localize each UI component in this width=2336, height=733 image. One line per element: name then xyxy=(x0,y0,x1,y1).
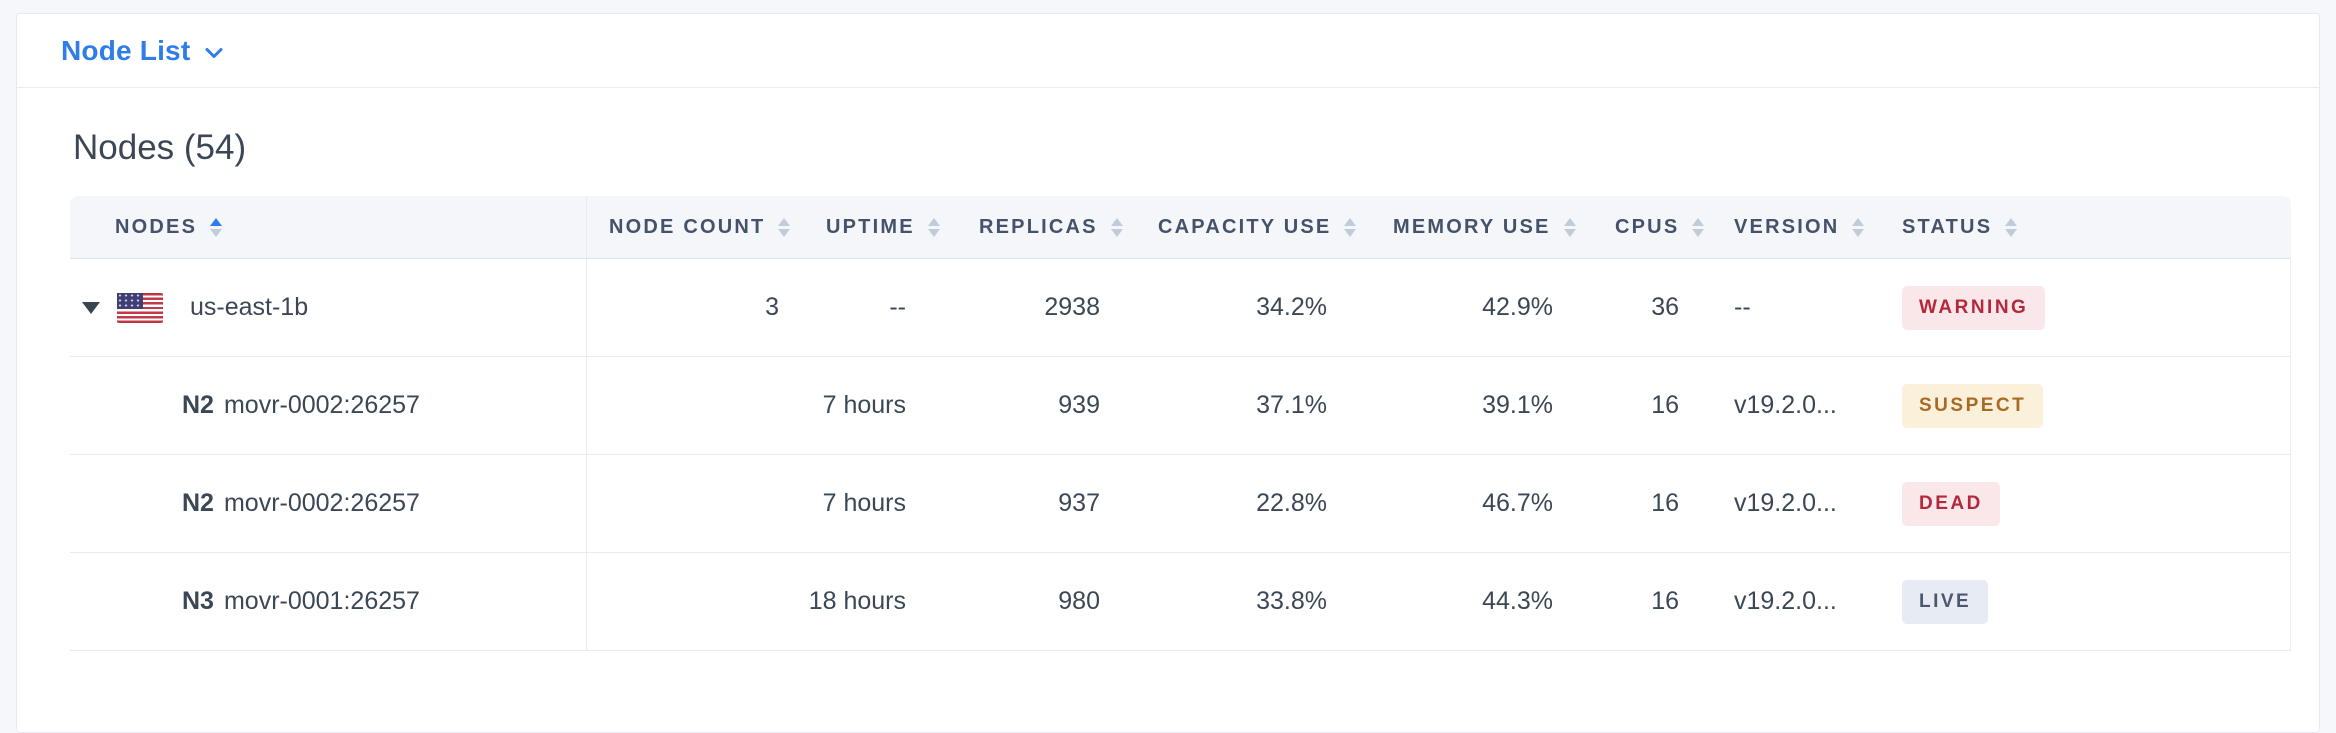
sort-icon xyxy=(1344,217,1357,237)
version-cell: -- xyxy=(1734,293,1751,321)
status-cell: LIVE xyxy=(1876,553,2290,650)
page-title: Nodes (54) xyxy=(73,128,247,167)
version-cell: v19.2.0... xyxy=(1734,391,1837,419)
sort-icon xyxy=(1852,217,1865,237)
memory-use-cell: 44.3% xyxy=(1482,587,1553,615)
view-switcher-dropdown[interactable]: Node List xyxy=(61,35,224,67)
uptime-cell: 18 hours xyxy=(808,587,906,615)
capacity-use-cell: 33.8% xyxy=(1256,587,1327,615)
status-cell: DEAD xyxy=(1876,455,2290,552)
capacity-use-cell: 37.1% xyxy=(1256,391,1327,419)
chevron-down-icon xyxy=(204,46,224,60)
memory-use-cell: 42.9% xyxy=(1482,293,1553,321)
sort-icon xyxy=(2005,217,2018,237)
status-badge: LIVE xyxy=(1902,579,1989,624)
nodes-table: NODES NODE COUNT UPTIME REPLICAS CAPACIT… xyxy=(70,196,2291,651)
node-count-cell xyxy=(587,455,791,552)
uptime-cell: 7 hours xyxy=(822,391,906,419)
node-count-cell: 3 xyxy=(765,293,779,321)
node-count-cell xyxy=(587,357,791,454)
sort-icon xyxy=(1110,217,1123,237)
collapse-caret-icon[interactable] xyxy=(82,301,100,314)
view-switcher-label: Node List xyxy=(61,34,191,66)
column-header-capacity-use[interactable]: CAPACITY USE xyxy=(1126,196,1361,258)
column-header-memory-use[interactable]: MEMORY USE xyxy=(1361,196,1581,258)
node-address: movr-0001:26257 xyxy=(223,587,420,615)
sort-icon xyxy=(927,217,940,237)
node-id: N3 xyxy=(182,587,214,615)
version-cell: v19.2.0... xyxy=(1734,489,1837,517)
topbar: Node List xyxy=(17,14,2319,88)
cpus-cell: 16 xyxy=(1651,391,1679,419)
column-header-version[interactable]: VERSION xyxy=(1706,196,1876,258)
node-list-card: Node List Nodes (54) NODES NODE COUNT UP… xyxy=(16,13,2320,733)
table-body: us-east-1b 3 -- 2938 34.2% 42.9% 36 -- W… xyxy=(70,259,2291,651)
capacity-use-cell: 22.8% xyxy=(1256,489,1327,517)
cpus-cell: 36 xyxy=(1651,293,1679,321)
node-address: movr-0002:26257 xyxy=(223,489,420,517)
node-id: N2 xyxy=(182,489,214,517)
table-row-node[interactable]: N3 movr-0001:26257 18 hours 980 33.8% 44… xyxy=(70,553,2290,651)
region-cell: us-east-1b xyxy=(70,259,587,356)
sort-icon xyxy=(1563,217,1576,237)
node-cell: N2 movr-0002:26257 xyxy=(70,455,587,552)
sort-icon xyxy=(778,217,791,237)
cpus-cell: 16 xyxy=(1651,489,1679,517)
replicas-cell: 980 xyxy=(1058,587,1100,615)
memory-use-cell: 46.7% xyxy=(1482,489,1553,517)
status-badge: WARNING xyxy=(1902,285,2046,330)
column-header-nodes[interactable]: NODES xyxy=(70,196,587,258)
column-header-replicas[interactable]: REPLICAS xyxy=(951,196,1126,258)
table-row-node[interactable]: N2 movr-0002:26257 7 hours 939 37.1% 39.… xyxy=(70,357,2290,455)
node-cell: N3 movr-0001:26257 xyxy=(70,553,587,650)
replicas-cell: 2938 xyxy=(1044,293,1100,321)
column-header-cpus[interactable]: CPUS xyxy=(1581,196,1706,258)
replicas-cell: 937 xyxy=(1058,489,1100,517)
version-cell: v19.2.0... xyxy=(1734,587,1837,615)
status-cell: WARNING xyxy=(1876,259,2290,356)
column-header-node-count[interactable]: NODE COUNT xyxy=(587,196,791,258)
table-row-node[interactable]: N2 movr-0002:26257 7 hours 937 22.8% 46.… xyxy=(70,455,2290,553)
column-header-uptime[interactable]: UPTIME xyxy=(791,196,951,258)
memory-use-cell: 39.1% xyxy=(1482,391,1553,419)
sort-icon xyxy=(1692,217,1705,237)
uptime-cell: -- xyxy=(889,293,906,321)
sort-icon xyxy=(210,217,223,237)
node-id: N2 xyxy=(182,391,214,419)
status-cell: SUSPECT xyxy=(1876,357,2290,454)
us-flag-icon xyxy=(117,292,163,323)
node-address: movr-0002:26257 xyxy=(223,391,420,419)
table-header-row: NODES NODE COUNT UPTIME REPLICAS CAPACIT… xyxy=(70,196,2291,259)
uptime-cell: 7 hours xyxy=(822,489,906,517)
replicas-cell: 939 xyxy=(1058,391,1100,419)
column-header-status[interactable]: STATUS xyxy=(1876,196,2291,258)
status-badge: DEAD xyxy=(1902,481,2000,526)
cpus-cell: 16 xyxy=(1651,587,1679,615)
node-cell: N2 movr-0002:26257 xyxy=(70,357,587,454)
table-row-region[interactable]: us-east-1b 3 -- 2938 34.2% 42.9% 36 -- W… xyxy=(70,259,2290,357)
region-name: us-east-1b xyxy=(190,293,309,321)
capacity-use-cell: 34.2% xyxy=(1256,293,1327,321)
status-badge: SUSPECT xyxy=(1902,383,2044,428)
node-count-cell xyxy=(587,553,791,650)
